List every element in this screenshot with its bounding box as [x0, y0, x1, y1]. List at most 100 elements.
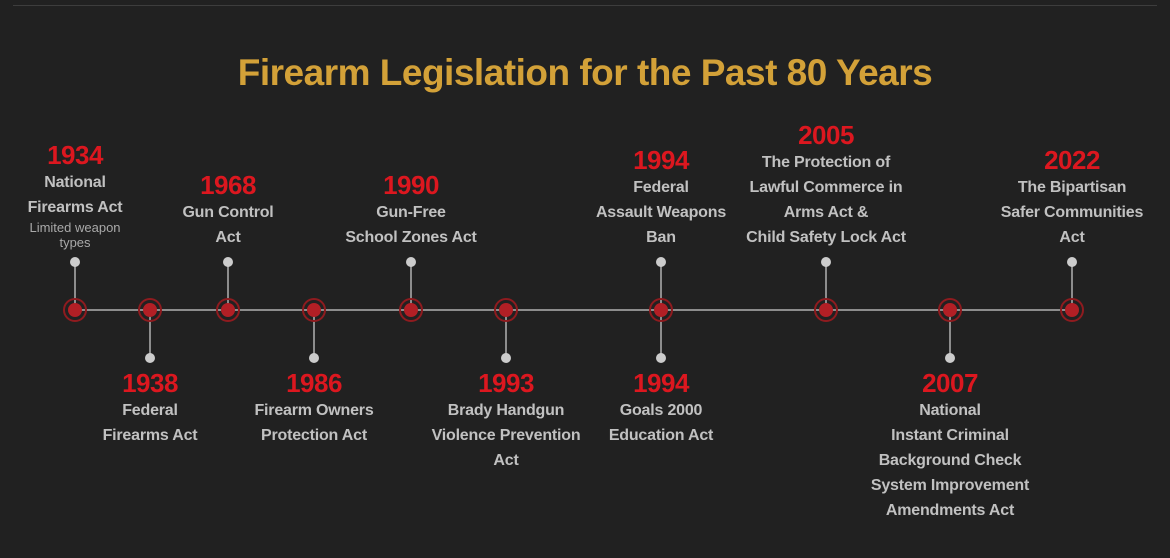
connector-line: [660, 310, 662, 358]
event-title-line: School Zones Act: [345, 229, 477, 246]
marker-ring-icon: [63, 298, 87, 322]
connector-endpoint-dot: [309, 353, 319, 363]
timeline-marker: [63, 298, 87, 322]
connector-line: [227, 262, 229, 310]
connector-line: [313, 310, 315, 358]
event-title-line: Arms Act &: [783, 204, 869, 221]
event-title-line: Act: [215, 229, 241, 246]
marker-ring-icon: [399, 298, 423, 322]
event-year: 1994: [633, 368, 689, 398]
marker-dot-icon: [654, 303, 668, 317]
event-title-line: Background Check: [878, 452, 1022, 469]
event-title-line: Federal: [122, 402, 178, 419]
marker-dot-icon: [943, 303, 957, 317]
connector-endpoint-dot: [945, 353, 955, 363]
event-title-line: System Improvement: [870, 477, 1030, 494]
connector-endpoint-dot: [145, 353, 155, 363]
connector-endpoint-dot: [1067, 257, 1077, 267]
event-title-line: Federal: [633, 179, 689, 196]
connector-line: [410, 262, 412, 310]
event-title-line: Education Act: [608, 427, 714, 444]
event-year: 1990: [383, 170, 439, 200]
marker-ring-icon: [216, 298, 240, 322]
marker-ring-icon: [302, 298, 326, 322]
timeline-marker: [1060, 298, 1084, 322]
marker-dot-icon: [1065, 303, 1079, 317]
timeline-marker: [649, 298, 673, 322]
event-title-line: Act: [1059, 229, 1085, 246]
timeline-marker: [399, 298, 423, 322]
page-title: Firearm Legislation for the Past 80 Year…: [237, 52, 933, 93]
timeline-axis-line: [75, 309, 1072, 311]
marker-dot-icon: [499, 303, 513, 317]
event-year: 2005: [798, 120, 854, 150]
connector-endpoint-dot: [70, 257, 80, 267]
event-1990-above: 1990 Gun-Free School Zones Act: [311, 170, 511, 250]
marker-ring-icon: [1060, 298, 1084, 322]
timeline-marker: [494, 298, 518, 322]
connector-line: [74, 262, 76, 310]
connector-line: [660, 262, 662, 310]
event-year: 1934: [47, 140, 103, 170]
event-1993-below: 1993 Brady Handgun Violence Prevention Act: [406, 368, 606, 473]
marker-ring-icon: [649, 298, 673, 322]
marker-ring-icon: [938, 298, 962, 322]
marker-dot-icon: [143, 303, 157, 317]
timeline-marker: [216, 298, 240, 322]
event-title-line: Child Safety Lock Act: [746, 229, 906, 246]
event-title-line: Instant Criminal: [891, 427, 1009, 444]
marker-ring-icon: [138, 298, 162, 322]
marker-dot-icon: [221, 303, 235, 317]
marker-dot-icon: [404, 303, 418, 317]
connector-endpoint-dot: [406, 257, 416, 267]
event-year: 1938: [122, 368, 178, 398]
event-title-line: Firearms Act: [102, 427, 198, 444]
event-title-line: Firearm Owners: [254, 402, 374, 419]
event-1968-above: 1968 Gun Control Act: [128, 170, 328, 250]
event-title-line: Amendments Act: [885, 502, 1015, 519]
event-1994-below: 1994 Goals 2000 Education Act: [561, 368, 761, 448]
event-1994-above: 1994 Federal Assault Weapons Ban: [561, 145, 761, 250]
event-year: 1968: [200, 170, 256, 200]
connector-line: [505, 310, 507, 358]
event-title-line: Gun Control: [182, 204, 274, 221]
event-year: 1986: [286, 368, 342, 398]
event-year: 2007: [922, 368, 978, 398]
event-title-line: National: [44, 174, 106, 191]
timeline-marker: [302, 298, 326, 322]
connector-endpoint-dot: [656, 353, 666, 363]
event-title-line: Brady Handgun: [447, 402, 565, 419]
timeline-marker: [938, 298, 962, 322]
marker-dot-icon: [68, 303, 82, 317]
event-title-line: Ban: [646, 229, 676, 246]
connector-line: [825, 262, 827, 310]
connector-line: [1071, 262, 1073, 310]
event-year: 2022: [1044, 145, 1100, 175]
connector-endpoint-dot: [223, 257, 233, 267]
event-1934-above: 1934 National Firearms Act Limited weapon ty…: [0, 140, 175, 250]
marker-dot-icon: [819, 303, 833, 317]
connector-endpoint-dot: [821, 257, 831, 267]
event-title-line: Safer Communities: [1000, 204, 1144, 221]
event-2007-below: 2007 National Instant Criminal Background C…: [850, 368, 1050, 523]
event-title-line: The Bipartisan: [1017, 179, 1127, 196]
event-note-line: types: [59, 235, 91, 250]
event-1938-below: 1938 Federal Firearms Act: [50, 368, 250, 448]
event-year: 1993: [478, 368, 534, 398]
connector-endpoint-dot: [656, 257, 666, 267]
top-divider-line: [13, 5, 1157, 6]
event-title-line: Protection Act: [261, 427, 367, 444]
event-title-line: Assault Weapons: [595, 204, 727, 221]
connector-line: [949, 310, 951, 358]
event-title-line: Gun-Free: [376, 204, 446, 221]
event-title-line: National: [919, 402, 981, 419]
marker-dot-icon: [307, 303, 321, 317]
event-note-line: Limited weapon: [29, 220, 121, 235]
event-title-line: Lawful Commerce in: [749, 179, 903, 196]
timeline-marker: [138, 298, 162, 322]
event-title-line: Violence Prevention: [431, 427, 581, 444]
event-year: 1994: [633, 145, 689, 175]
event-2005-above: 2005 The Protection of Lawful Commerce in A…: [726, 120, 926, 250]
event-title-line: Act: [493, 452, 519, 469]
